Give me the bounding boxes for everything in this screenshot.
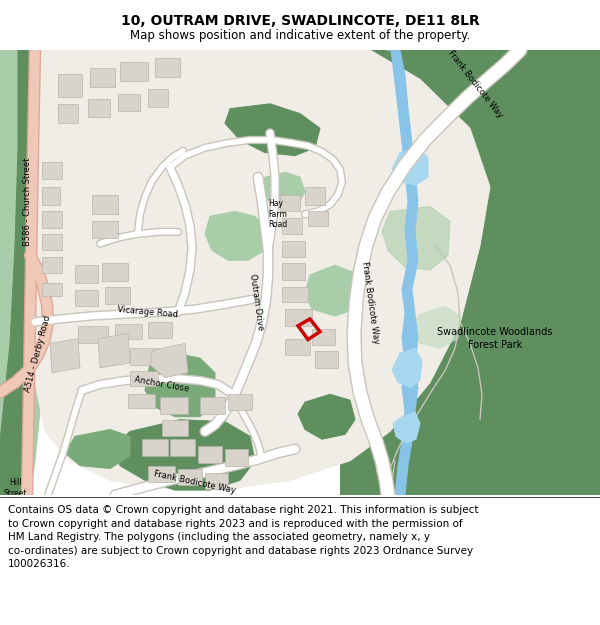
Polygon shape xyxy=(145,353,215,417)
Polygon shape xyxy=(392,148,428,185)
Polygon shape xyxy=(280,195,300,211)
Polygon shape xyxy=(260,173,305,206)
Polygon shape xyxy=(282,287,308,302)
Polygon shape xyxy=(195,50,600,143)
Polygon shape xyxy=(148,322,172,338)
Polygon shape xyxy=(42,211,62,228)
Polygon shape xyxy=(98,334,130,368)
Text: Vicarage Road: Vicarage Road xyxy=(118,305,179,319)
Polygon shape xyxy=(130,371,158,386)
Polygon shape xyxy=(387,50,418,495)
Polygon shape xyxy=(285,339,310,355)
Polygon shape xyxy=(105,287,130,304)
Text: Map shows position and indicative extent of the property.: Map shows position and indicative extent… xyxy=(130,29,470,42)
Polygon shape xyxy=(200,398,225,414)
Polygon shape xyxy=(0,50,48,495)
Polygon shape xyxy=(42,162,62,179)
Text: Contains OS data © Crown copyright and database right 2021. This information is : Contains OS data © Crown copyright and d… xyxy=(8,505,479,569)
Polygon shape xyxy=(282,218,302,234)
Polygon shape xyxy=(382,206,450,270)
Polygon shape xyxy=(228,394,252,410)
Polygon shape xyxy=(308,211,328,226)
Polygon shape xyxy=(305,187,325,204)
Polygon shape xyxy=(42,282,62,296)
Polygon shape xyxy=(112,420,255,490)
Polygon shape xyxy=(305,265,360,316)
Text: Hill
Street: Hill Street xyxy=(4,479,26,498)
Polygon shape xyxy=(118,94,140,111)
Polygon shape xyxy=(205,472,228,489)
Text: 10, OUTRAM DRIVE, SWADLINCOTE, DE11 8LR: 10, OUTRAM DRIVE, SWADLINCOTE, DE11 8LR xyxy=(121,14,479,28)
Polygon shape xyxy=(90,68,115,87)
Polygon shape xyxy=(312,329,335,346)
Polygon shape xyxy=(225,449,248,466)
Text: A514 - Derby Road: A514 - Derby Road xyxy=(23,314,53,392)
Polygon shape xyxy=(130,348,158,365)
Text: Frank Bodicote Way: Frank Bodicote Way xyxy=(154,469,236,496)
Polygon shape xyxy=(30,50,490,490)
Polygon shape xyxy=(170,439,195,456)
Polygon shape xyxy=(92,195,118,214)
Polygon shape xyxy=(58,74,82,97)
Polygon shape xyxy=(65,429,130,469)
Polygon shape xyxy=(42,187,60,204)
Polygon shape xyxy=(392,348,422,388)
Polygon shape xyxy=(282,263,305,280)
Polygon shape xyxy=(148,466,175,482)
Polygon shape xyxy=(102,263,128,281)
Text: Hay
Farm
Road: Hay Farm Road xyxy=(268,199,287,229)
Polygon shape xyxy=(155,58,180,78)
Polygon shape xyxy=(150,343,188,377)
Polygon shape xyxy=(78,326,108,343)
Polygon shape xyxy=(282,241,305,258)
Polygon shape xyxy=(205,211,268,260)
Polygon shape xyxy=(142,439,168,456)
Polygon shape xyxy=(393,412,420,443)
Polygon shape xyxy=(162,420,188,436)
Polygon shape xyxy=(75,265,98,282)
Text: Anchor Close: Anchor Close xyxy=(134,375,190,394)
Polygon shape xyxy=(115,324,142,339)
Text: Frank Bodicote Way: Frank Bodicote Way xyxy=(360,261,380,344)
Polygon shape xyxy=(340,50,600,495)
Polygon shape xyxy=(42,234,62,251)
Polygon shape xyxy=(75,289,98,306)
Text: B586 - Church Street: B586 - Church Street xyxy=(23,158,32,246)
Polygon shape xyxy=(225,104,320,156)
Text: Outram Drive: Outram Drive xyxy=(248,273,265,331)
Polygon shape xyxy=(178,469,202,485)
Polygon shape xyxy=(120,62,148,81)
Polygon shape xyxy=(298,394,355,439)
Polygon shape xyxy=(92,221,118,238)
Polygon shape xyxy=(148,89,168,107)
Polygon shape xyxy=(315,351,338,368)
Text: Swadlincote Woodlands
Forest Park: Swadlincote Woodlands Forest Park xyxy=(437,328,553,350)
Polygon shape xyxy=(285,309,312,326)
Polygon shape xyxy=(128,394,155,408)
Polygon shape xyxy=(88,99,110,116)
Polygon shape xyxy=(198,446,222,462)
Polygon shape xyxy=(410,306,460,348)
Circle shape xyxy=(377,464,391,478)
Polygon shape xyxy=(50,339,80,372)
Polygon shape xyxy=(58,104,78,123)
Polygon shape xyxy=(160,398,188,414)
Polygon shape xyxy=(42,258,62,273)
Polygon shape xyxy=(0,50,65,495)
Text: Frank Bodicote Way: Frank Bodicote Way xyxy=(446,49,504,120)
